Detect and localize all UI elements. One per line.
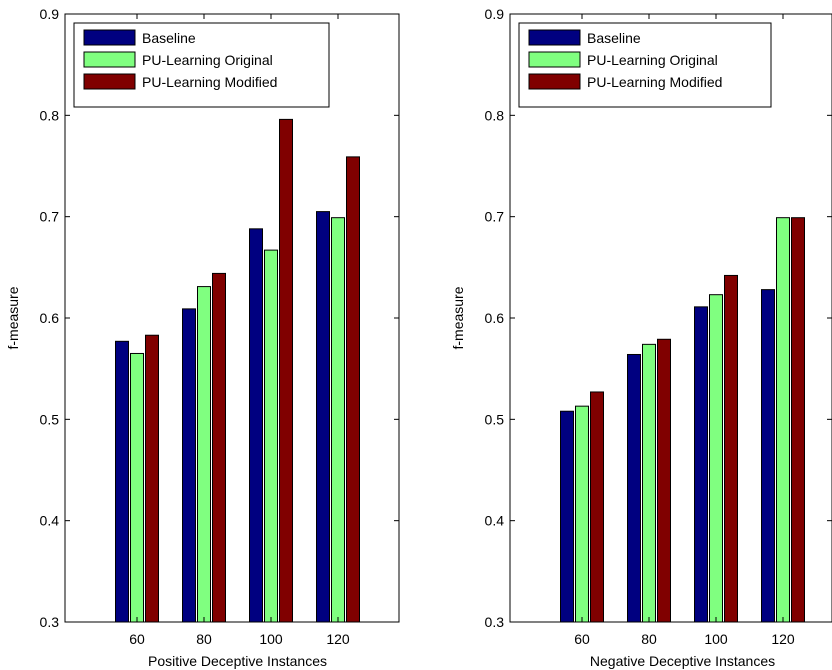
y-tick-label: 0.3: [40, 614, 60, 630]
legend: Baseline PU-Learning Original PU-Learning …: [518, 22, 772, 108]
legend-swatch: [528, 73, 581, 90]
bar-pu-learning-original-80: [197, 286, 211, 623]
bar-pu-learning-original-100: [709, 294, 723, 623]
legend-swatch: [83, 73, 136, 90]
x-tick-label: 120: [326, 631, 350, 647]
bar-baseline-120: [316, 211, 330, 623]
bar-pu-learning-original-80: [642, 343, 656, 623]
bar-pu-learning-original-100: [264, 249, 278, 623]
y-axis-title: f-measure: [5, 286, 21, 349]
legend-entry-label: PU-Learning Original: [142, 52, 273, 68]
y-tick-label: 0.9: [485, 6, 505, 22]
legend-swatch: [528, 29, 581, 46]
y-tick-label: 0.9: [40, 6, 60, 22]
y-tick-label: 0.7: [40, 209, 60, 225]
bar-pu-learning-original-120: [331, 217, 345, 623]
bar-baseline-60: [115, 340, 129, 623]
legend-swatch: [83, 29, 136, 46]
x-axis-title: Positive Deceptive Instances: [148, 653, 327, 669]
bar-pu-learning-modified-80: [212, 272, 226, 623]
x-tick-label: 100: [704, 631, 728, 647]
bar-pu-learning-original-120: [776, 217, 790, 623]
y-tick-label: 0.4: [40, 513, 60, 529]
y-tick-label: 0.5: [40, 411, 60, 427]
legend-swatch: [83, 51, 136, 68]
y-tick-label: 0.7: [485, 209, 505, 225]
bar-baseline-100: [694, 306, 708, 623]
chart-panel-1: 0.3 0.4 0.5 0.6 0.7 0.8 0.9 60 80 100 120 Positive …: [5, 6, 400, 669]
bar-baseline-80: [627, 353, 641, 623]
bar-pu-learning-original-60: [130, 352, 144, 623]
legend-entry-label: PU-Learning Modified: [142, 74, 277, 90]
legend-entry-label: PU-Learning Modified: [587, 74, 722, 90]
y-tick-label: 0.4: [485, 513, 505, 529]
x-tick-label: 80: [196, 631, 212, 647]
x-tick-label: 80: [641, 631, 657, 647]
x-tick-label: 60: [574, 631, 590, 647]
y-tick-label: 0.8: [485, 107, 505, 123]
x-tick-label: 60: [129, 631, 145, 647]
y-tick-label: 0.5: [485, 411, 505, 427]
x-axis-title: Negative Deceptive Instances: [590, 653, 775, 669]
x-tick-label: 120: [771, 631, 795, 647]
x-tick-label: 100: [259, 631, 283, 647]
bar-baseline-80: [182, 308, 196, 623]
bar-pu-learning-modified-120: [791, 217, 805, 623]
chart-panel-2: 0.3 0.4 0.5 0.6 0.7 0.8 0.9 60 80 100 120 Negative …: [450, 6, 832, 669]
bar-pu-learning-modified-100: [724, 274, 738, 623]
bar-baseline-100: [249, 228, 263, 623]
bar-baseline-60: [560, 410, 574, 623]
y-tick-label: 0.6: [40, 310, 60, 326]
bar-pu-learning-modified-120: [346, 156, 360, 623]
bar-pu-learning-original-60: [575, 405, 589, 623]
legend: Baseline PU-Learning Original PU-Learning …: [73, 22, 330, 108]
bar-pu-learning-modified-60: [145, 334, 159, 623]
y-tick-label: 0.8: [40, 107, 60, 123]
y-axis-title: f-measure: [450, 286, 466, 349]
legend-swatch: [528, 51, 581, 68]
legend-entry-label: Baseline: [587, 30, 641, 46]
bar-pu-learning-modified-80: [657, 338, 671, 623]
bar-pu-learning-modified-100: [279, 118, 293, 623]
bar-pu-learning-modified-60: [590, 391, 604, 623]
y-tick-label: 0.6: [485, 310, 505, 326]
y-tick-label: 0.3: [485, 614, 505, 630]
legend-entry-label: Baseline: [142, 30, 196, 46]
bar-baseline-120: [761, 289, 775, 623]
legend-entry-label: PU-Learning Original: [587, 52, 718, 68]
